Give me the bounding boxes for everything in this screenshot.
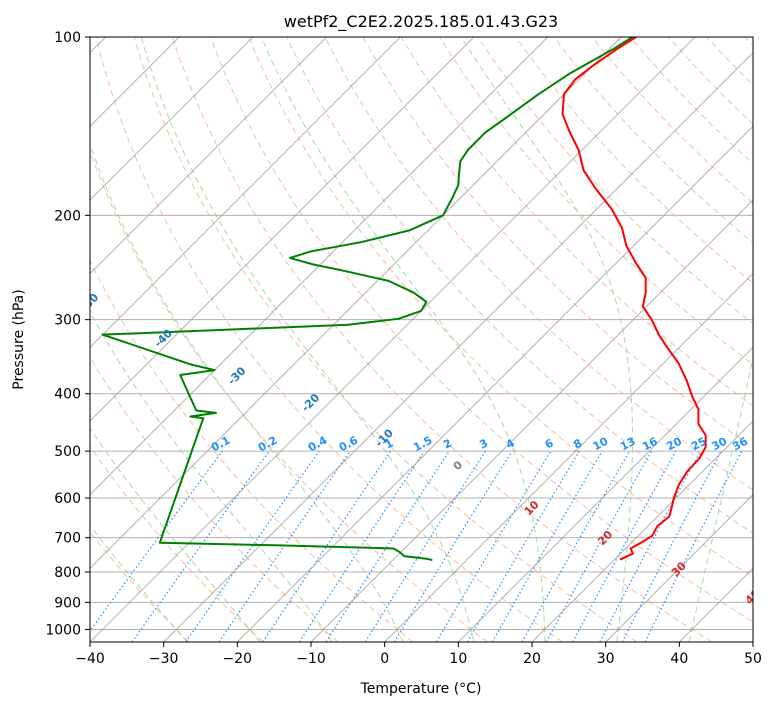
mixing-ratio-line bbox=[644, 450, 743, 642]
y-axis-label: Pressure (hPa) bbox=[11, 289, 27, 389]
x-axis-label: Temperature (°C) bbox=[360, 681, 482, 697]
isotherm-label: -50 bbox=[78, 291, 101, 314]
dry-adiabat-line bbox=[209, 37, 753, 623]
y-tick-label: 400 bbox=[54, 387, 81, 403]
isotherm-line bbox=[310, 199, 753, 642]
moist-adiabat-line bbox=[688, 354, 753, 642]
mixing-ratio-line bbox=[90, 450, 223, 632]
isotherm-line bbox=[90, 37, 475, 422]
y-tick-label: 700 bbox=[54, 531, 81, 547]
mixing-ratio-label: 36 bbox=[730, 435, 750, 454]
plot-frame bbox=[89, 36, 754, 643]
x-tick-label: 10 bbox=[449, 651, 467, 667]
x-tick-label: −20 bbox=[223, 651, 253, 667]
x-tick-label: −30 bbox=[149, 651, 179, 667]
dry-adiabat-line bbox=[362, 37, 753, 449]
isotherm-line bbox=[90, 37, 254, 201]
dry-adiabat-line bbox=[286, 37, 753, 534]
mixing-ratio-label: 30 bbox=[710, 435, 730, 454]
pressure-gridlines bbox=[90, 37, 753, 630]
y-tick-label: 1000 bbox=[45, 622, 81, 638]
temperature-profile-line bbox=[561, 37, 707, 561]
y-tick-label: 900 bbox=[54, 595, 81, 611]
isotherm-line bbox=[90, 37, 328, 275]
y-tick-label: 200 bbox=[54, 208, 81, 224]
chart-title: wetPf2_C2E2.2025.185.01.43.G23 bbox=[284, 12, 558, 32]
isotherm-line bbox=[531, 420, 753, 642]
isotherm-line bbox=[163, 52, 753, 642]
isotherms bbox=[90, 37, 753, 642]
x-tick-label: 20 bbox=[523, 651, 541, 667]
dry-adiabat-line bbox=[90, 356, 339, 642]
isotherm-line bbox=[458, 346, 753, 642]
moist-adiabat-line bbox=[140, 37, 475, 642]
mixing-ratio-line bbox=[325, 450, 450, 642]
mixing-ratio-label: 20 bbox=[664, 434, 684, 453]
isotherm-label: 40 bbox=[743, 587, 763, 607]
mixing-ratio-lines bbox=[90, 450, 743, 642]
x-tick-label: −10 bbox=[296, 651, 326, 667]
y-tick-label: 500 bbox=[54, 444, 81, 460]
y-tick-label: 300 bbox=[54, 313, 81, 329]
profile-series bbox=[101, 37, 707, 561]
mixing-ratio-line bbox=[521, 450, 631, 642]
mixing-ratio-line bbox=[218, 450, 351, 642]
isotherm-line bbox=[90, 37, 696, 642]
dry-adiabat-line bbox=[90, 150, 488, 642]
mixing-ratio-label: 13 bbox=[618, 435, 638, 454]
moist-adiabat-line bbox=[90, 310, 333, 642]
moist-adiabat-line bbox=[90, 524, 188, 642]
mixing-ratio-line bbox=[298, 450, 425, 642]
plot-area-background bbox=[90, 37, 753, 642]
dry-adiabat-line bbox=[171, 37, 712, 642]
moist-adiabat-line bbox=[90, 427, 261, 642]
mixing-ratio-line bbox=[545, 450, 653, 642]
mixing-ratio-label: 16 bbox=[640, 435, 660, 454]
y-tick-label: 600 bbox=[54, 491, 81, 507]
x-axis-ticks: −40 −30 −20 −10 0 10 20 30 40 50 bbox=[75, 642, 762, 667]
mixing-ratio-label: 10 bbox=[591, 434, 611, 453]
mixing-ratio-line bbox=[185, 450, 320, 642]
mixing-ratio-line bbox=[572, 450, 677, 642]
dry-adiabat-line bbox=[248, 37, 753, 578]
isotherm-line bbox=[90, 37, 401, 348]
isotherm-line bbox=[605, 494, 753, 642]
dry-adiabat-line bbox=[90, 259, 414, 642]
mixing-ratio-label: 25 bbox=[689, 435, 709, 454]
dewpoint-profile-line bbox=[101, 37, 634, 561]
dry-adiabat-line bbox=[133, 37, 638, 642]
isotherm-line bbox=[237, 125, 753, 642]
mixing-ratio-line bbox=[131, 450, 270, 642]
mixing-ratio-line bbox=[393, 450, 513, 642]
dry-adiabat-line bbox=[95, 37, 563, 642]
y-axis-ticks: 100 200 300 400 500 600 700 800 900 1000 bbox=[45, 30, 90, 638]
isotherm-line bbox=[384, 273, 753, 642]
y-tick-label: 800 bbox=[54, 565, 81, 581]
isotherm-line bbox=[90, 37, 549, 496]
x-tick-label: 50 bbox=[744, 651, 762, 667]
x-tick-label: −40 bbox=[75, 651, 105, 667]
mixing-ratio-line bbox=[262, 450, 392, 642]
dry-adiabat-line bbox=[400, 37, 753, 407]
moist-adiabat-line bbox=[261, 37, 546, 642]
x-tick-label: 0 bbox=[380, 651, 389, 667]
y-tick-label: 100 bbox=[54, 30, 81, 46]
x-tick-label: 30 bbox=[597, 651, 615, 667]
dry-adiabat-line bbox=[90, 445, 264, 642]
moist-adiabat-line bbox=[90, 143, 404, 642]
isotherm-line bbox=[90, 37, 622, 569]
x-tick-label: 40 bbox=[670, 651, 688, 667]
dry-adiabat-line bbox=[324, 37, 753, 491]
